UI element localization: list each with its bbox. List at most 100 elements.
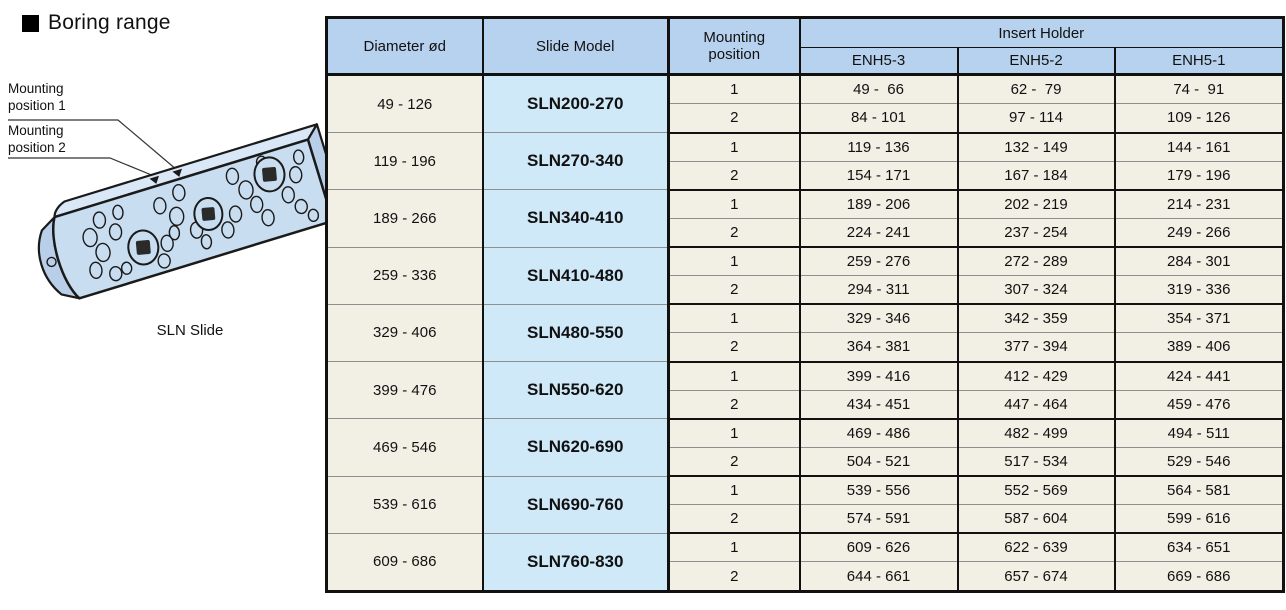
insert-holder-range-cell: 62 - 79	[957, 74, 1116, 105]
mounting-position-cell: 2	[668, 103, 801, 134]
insert-holder-range-cell: 272 - 289	[957, 247, 1116, 277]
section-title: Boring range	[22, 11, 171, 35]
table-row: 2 294 - 311 307 - 324 319 - 336	[327, 275, 1284, 306]
insert-holder-range-cell: 552 - 569	[957, 476, 1116, 506]
diameter-cell: 259 - 336	[326, 247, 484, 305]
insert-holder-range-cell: 364 - 381	[799, 332, 959, 363]
slide-model-cell: SLN690-760	[482, 476, 670, 534]
insert-holder-range-cell: 342 - 359	[957, 304, 1116, 334]
insert-holder-range-cell: 469 - 486	[799, 418, 959, 448]
header-enh5-3: ENH5-3	[799, 47, 959, 76]
insert-holder-range-cell: 424 - 441	[1114, 361, 1284, 391]
table-row: 49 - 126 SLN200-270 1 49 - 66 62 - 79 74 - 91	[326, 74, 1284, 134]
insert-holder-range-cell: 329 - 346	[799, 304, 959, 334]
slide-model-cell: SLN620-690	[482, 418, 670, 477]
diameter-cell: 609 - 686	[326, 533, 484, 593]
mounting-position-cell: 2	[668, 390, 801, 420]
mounting-position-cell: 1	[668, 304, 801, 334]
boring-range-table: Diameter ød Slide Model Mounting positio…	[325, 16, 1285, 593]
insert-holder-range-cell: 459 - 476	[1114, 390, 1284, 420]
insert-holder-range-cell: 97 - 114	[957, 103, 1116, 134]
insert-holder-range-cell: 517 - 534	[957, 447, 1116, 478]
diameter-cell: 119 - 196	[326, 132, 484, 191]
insert-holder-range-cell: 494 - 511	[1114, 418, 1284, 448]
table-row: 609 - 686 SLN760-830 1 609 - 626 622 - 639 63…	[326, 533, 1284, 593]
insert-holder-range-cell: 144 - 161	[1114, 132, 1284, 162]
mounting-position-cell: 2	[668, 275, 801, 306]
mounting-position-cell: 1	[668, 247, 801, 277]
insert-holder-range-cell: 644 - 661	[799, 561, 959, 593]
table-row: 2 224 - 241 237 - 254 249 - 266	[327, 218, 1284, 249]
sln-slide-illustration	[8, 119, 335, 300]
mounting-position-cell: 1	[668, 74, 801, 105]
diameter-cell: 189 - 266	[326, 189, 484, 248]
diameter-cell: 399 - 476	[326, 361, 484, 420]
mounting-position-cell: 1	[668, 418, 801, 448]
insert-holder-range-cell: 84 - 101	[799, 103, 959, 134]
table-row: 329 - 406 SLN480-550 1 329 - 346 342 - 359 35…	[326, 304, 1284, 363]
mounting-position-cell: 1	[668, 533, 801, 563]
insert-holder-range-cell: 284 - 301	[1114, 247, 1284, 277]
insert-holder-range-cell: 657 - 674	[957, 561, 1116, 593]
end-cap-hole	[46, 256, 57, 268]
header-enh5-1: ENH5-1	[1114, 47, 1284, 76]
mounting-position-cell: 1	[668, 361, 801, 391]
insert-holder-range-cell: 504 - 521	[799, 447, 959, 478]
slide-top-face	[53, 123, 319, 219]
insert-holder-range-cell: 259 - 276	[799, 247, 959, 277]
insert-holder-range-cell: 224 - 241	[799, 218, 959, 249]
insert-holder-range-cell: 482 - 499	[957, 418, 1116, 448]
slide-body	[37, 123, 335, 300]
leader-line-position-1	[8, 119, 178, 171]
table-row: 119 - 196 SLN270-340 1 119 - 136 132 - 149 14…	[326, 132, 1284, 191]
mounting-position-2-marker-icon	[149, 175, 160, 184]
mounting-position-2-label: Mounting position 2	[8, 122, 66, 156]
table-row: 539 - 616 SLN690-760 1 539 - 556 552 - 569 56…	[326, 476, 1284, 534]
insert-holder-range-cell: 249 - 266	[1114, 218, 1284, 249]
table-row: 2 574 - 591 587 - 604 599 - 616	[327, 504, 1284, 535]
insert-holder-range-cell: 109 - 126	[1114, 103, 1284, 134]
mounting-position-cell: 1	[668, 132, 801, 162]
table-row: 469 - 546 SLN620-690 1 469 - 486 482 - 499 49…	[326, 418, 1284, 477]
slide-model-cell: SLN550-620	[482, 361, 670, 420]
insert-holder-range-cell: 634 - 651	[1114, 533, 1284, 563]
insert-holder-range-cell: 399 - 416	[799, 361, 959, 391]
mounting-position-cell: 2	[668, 447, 801, 478]
insert-holder-range-cell: 377 - 394	[957, 332, 1116, 363]
insert-holder-range-cell: 319 - 336	[1114, 275, 1284, 306]
diameter-cell: 539 - 616	[326, 476, 484, 534]
insert-holder-range-cell: 202 - 219	[957, 189, 1116, 219]
insert-holder-range-cell: 214 - 231	[1114, 189, 1284, 219]
insert-holder-range-cell: 669 - 686	[1114, 561, 1284, 593]
insert-holder-range-cell: 574 - 591	[799, 504, 959, 535]
insert-holder-range-cell: 622 - 639	[957, 533, 1116, 563]
mounting-position-1-label: Mounting position 1	[8, 80, 66, 114]
insert-holder-range-cell: 434 - 451	[799, 390, 959, 420]
table-body: 49 - 126 SLN200-270 1 49 - 66 62 - 79 74 - 91…	[326, 74, 1284, 593]
insert-holder-range-cell: 74 - 91	[1114, 74, 1284, 105]
boring-range-table-wrap: Diameter ød Slide Model Mounting positio…	[325, 16, 1285, 593]
mounting-position-1-line2: position 1	[8, 98, 66, 113]
leader-line-position-2	[8, 157, 155, 177]
section-marker-square-icon	[22, 14, 39, 32]
insert-holder-range-cell: 354 - 371	[1114, 304, 1284, 334]
table-row: 189 - 266 SLN340-410 1 189 - 206 202 - 219 21…	[326, 189, 1284, 248]
table-row: 2 644 - 661 657 - 674 669 - 686	[327, 561, 1284, 593]
insert-holder-range-cell: 447 - 464	[957, 390, 1116, 420]
mounting-position-cell: 1	[668, 189, 801, 219]
insert-holder-range-cell: 539 - 556	[799, 476, 959, 506]
insert-holder-range-cell: 132 - 149	[957, 132, 1116, 162]
diameter-cell: 329 - 406	[326, 304, 484, 363]
insert-holder-range-cell: 49 - 66	[799, 74, 959, 105]
section-title-text: Boring range	[48, 11, 171, 34]
table-row: 2 84 - 101 97 - 114 109 - 126	[327, 103, 1284, 134]
diameter-cell: 49 - 126	[326, 74, 484, 134]
insert-holder-range-cell: 189 - 206	[799, 189, 959, 219]
slide-model-cell: SLN760-830	[482, 533, 670, 593]
slide-model-cell: SLN480-550	[482, 304, 670, 363]
mounting-position-1-marker-icon	[172, 168, 182, 177]
insert-holder-range-cell: 294 - 311	[799, 275, 959, 306]
insert-holder-range-cell: 237 - 254	[957, 218, 1116, 249]
mounting-position-cell: 2	[668, 561, 801, 593]
